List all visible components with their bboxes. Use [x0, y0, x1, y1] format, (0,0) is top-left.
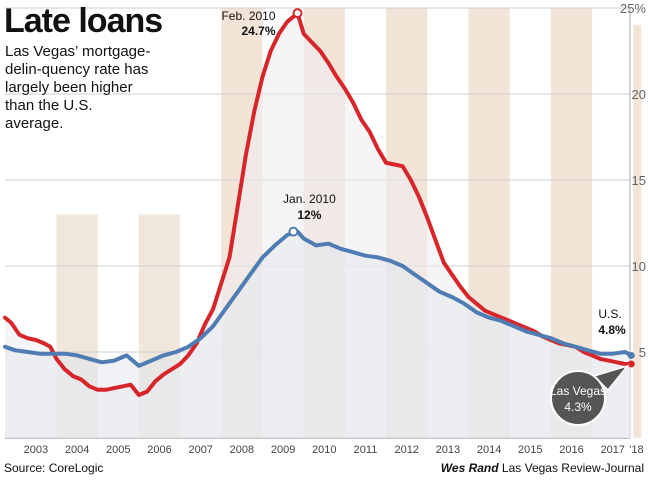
x-tick-2010: 2010: [312, 444, 336, 456]
x-tick-2004: 2004: [65, 444, 89, 456]
las-vegas-callout-value: 4.3%: [564, 400, 592, 414]
x-tick-2006: 2006: [147, 444, 171, 456]
x-tick-2003: 2003: [24, 444, 48, 456]
shaded-band-2018: [633, 25, 642, 438]
y-axis-ticks: 5 10 15 20 25%: [620, 1, 646, 360]
chart-title: Late loans: [4, 2, 163, 40]
credit-line: Wes Rand Las Vegas Review-Journal: [441, 461, 644, 475]
x-tick-18: ’18: [629, 444, 644, 456]
chart-subtitle: Las Vegas’ mortgage-delin-quency rate ha…: [5, 43, 151, 132]
y-tick-5: 5: [639, 345, 646, 360]
peak-marker-us: [288, 226, 299, 237]
x-tick-2017: 2017: [600, 444, 624, 456]
annotation-lv-peak-value: 24.7%: [241, 24, 275, 38]
annotation-us-peak-value: 12%: [297, 208, 321, 222]
x-tick-2014: 2014: [477, 444, 501, 456]
y-tick-15: 15: [632, 173, 646, 188]
las-vegas-callout-bubble: [550, 370, 606, 426]
las-vegas-callout-label: Las Vegas: [550, 384, 606, 398]
end-marker-us: [627, 351, 635, 359]
x-tick-2011: 2011: [354, 444, 378, 456]
x-tick-2007: 2007: [188, 444, 212, 456]
x-tick-2005: 2005: [106, 444, 130, 456]
annotation-us-end-value: 4.8%: [598, 323, 626, 337]
y-tick-25: 25%: [620, 1, 646, 16]
source-note: Source: CoreLogic: [4, 461, 104, 475]
annotation-us-end-label: U.S.: [598, 307, 621, 321]
peak-markers: [288, 8, 635, 368]
x-tick-2013: 2013: [436, 444, 460, 456]
series-line-u-s-: [3, 229, 634, 368]
credit-org: Las Vegas Review-Journal: [501, 461, 644, 475]
annotation-us-peak-date: Jan. 2010: [283, 192, 336, 206]
x-tick-2009: 2009: [271, 444, 295, 456]
series-line-las-vegas: [3, 11, 634, 397]
x-tick-2012: 2012: [394, 444, 418, 456]
x-tick-2008: 2008: [230, 444, 254, 456]
peak-marker-las-vegas: [292, 8, 303, 19]
x-tick-2016: 2016: [559, 444, 583, 456]
end-marker-las-vegas: [627, 360, 635, 368]
y-tick-20: 20: [632, 87, 646, 102]
x-axis-ticks: 2003 2004 2005 2006 2007 2008 2009 2010 2011 2012…: [24, 444, 644, 456]
y-tick-10: 10: [632, 259, 646, 274]
annotation-lv-peak-date: Feb. 2010: [221, 9, 275, 23]
series-lines: [3, 11, 634, 397]
credit-name: Wes Rand: [440, 461, 499, 475]
x-tick-2015: 2015: [518, 444, 542, 456]
series-areas: [5, 13, 632, 438]
series-area-u-s-: [5, 231, 632, 438]
